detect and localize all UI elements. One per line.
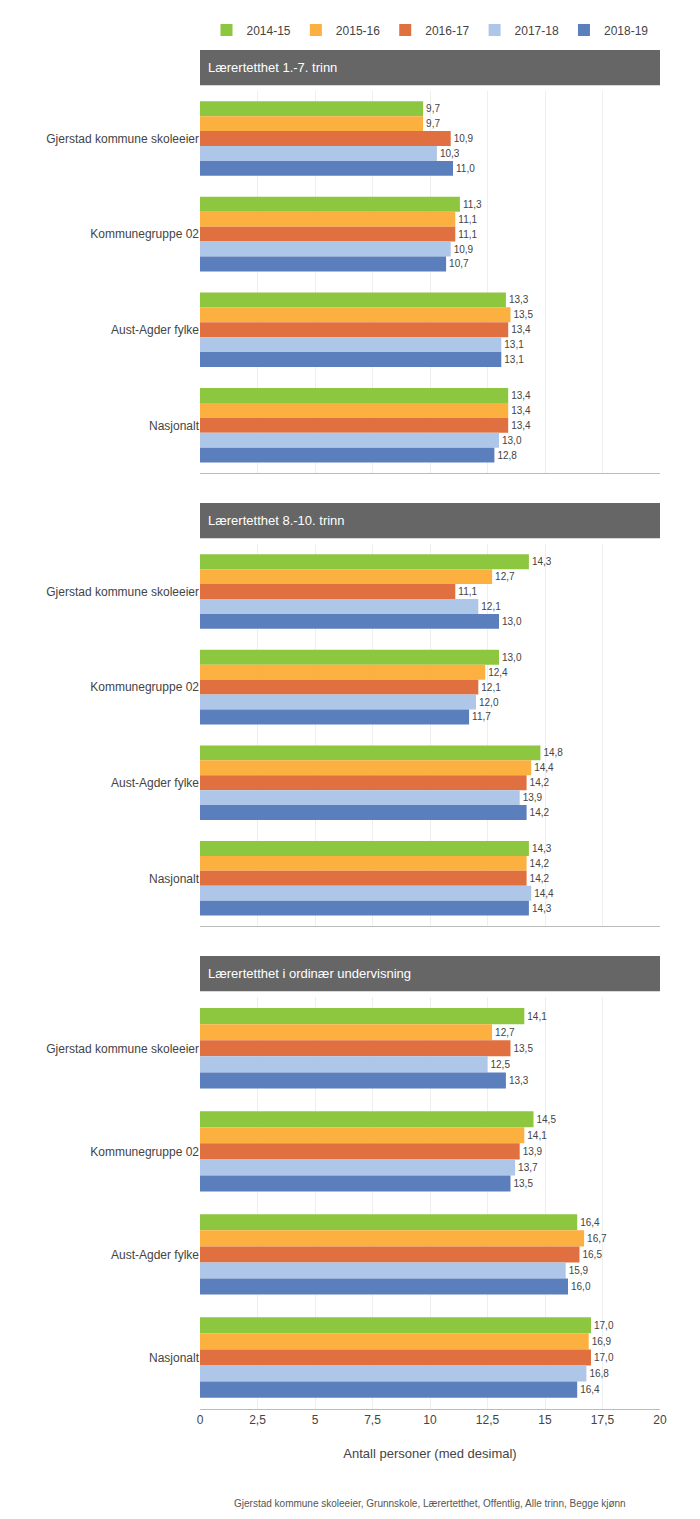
svg-text:11,1: 11,1 bbox=[458, 214, 477, 225]
svg-text:13,4: 13,4 bbox=[511, 420, 531, 431]
svg-text:Lærertetthet 1.-7. trinn: Lærertetthet 1.-7. trinn bbox=[208, 60, 337, 75]
svg-text:13,3: 13,3 bbox=[509, 294, 529, 305]
svg-text:Lærertetthet i ordinær undervi: Lærertetthet i ordinær undervisning bbox=[208, 966, 411, 981]
svg-text:Kommunegruppe 02: Kommunegruppe 02 bbox=[90, 1145, 199, 1159]
svg-text:2014-15: 2014-15 bbox=[247, 24, 291, 38]
svg-text:10: 10 bbox=[423, 1413, 437, 1427]
svg-text:9,7: 9,7 bbox=[426, 103, 440, 114]
svg-text:14,4: 14,4 bbox=[534, 888, 554, 899]
svg-text:14,2: 14,2 bbox=[530, 858, 550, 869]
svg-text:13,5: 13,5 bbox=[514, 1178, 534, 1189]
svg-text:13,3: 13,3 bbox=[509, 1075, 529, 1086]
svg-text:13,5: 13,5 bbox=[514, 1043, 534, 1054]
svg-text:Nasjonalt: Nasjonalt bbox=[149, 872, 200, 886]
svg-text:Aust-Agder fylke: Aust-Agder fylke bbox=[111, 323, 199, 337]
svg-text:10,9: 10,9 bbox=[454, 133, 474, 144]
svg-text:16,5: 16,5 bbox=[583, 1249, 603, 1260]
svg-text:5: 5 bbox=[312, 1413, 319, 1427]
svg-text:13,5: 13,5 bbox=[514, 309, 534, 320]
svg-text:17,0: 17,0 bbox=[594, 1352, 614, 1363]
svg-text:14,2: 14,2 bbox=[530, 777, 550, 788]
svg-text:Lærertetthet 8.-10. trinn: Lærertetthet 8.-10. trinn bbox=[208, 513, 345, 528]
svg-text:12,5: 12,5 bbox=[491, 1059, 511, 1070]
svg-text:13,0: 13,0 bbox=[502, 435, 522, 446]
svg-text:16,4: 16,4 bbox=[580, 1217, 600, 1228]
svg-text:Nasjonalt: Nasjonalt bbox=[149, 419, 200, 433]
svg-text:0: 0 bbox=[197, 1413, 204, 1427]
svg-text:14,5: 14,5 bbox=[537, 1114, 557, 1125]
svg-text:12,5: 12,5 bbox=[476, 1413, 500, 1427]
svg-text:7,5: 7,5 bbox=[364, 1413, 381, 1427]
svg-text:12,1: 12,1 bbox=[481, 682, 501, 693]
svg-text:Gjerstad kommune skoleeier, Gr: Gjerstad kommune skoleeier, Grunnskole, … bbox=[234, 1498, 626, 1509]
svg-text:11,1: 11,1 bbox=[458, 229, 477, 240]
svg-text:11,0: 11,0 bbox=[456, 163, 475, 174]
svg-text:20: 20 bbox=[653, 1413, 667, 1427]
svg-text:Kommunegruppe 02: Kommunegruppe 02 bbox=[90, 227, 199, 241]
svg-text:13,9: 13,9 bbox=[523, 792, 543, 803]
svg-text:13,1: 13,1 bbox=[504, 354, 524, 365]
svg-text:16,9: 16,9 bbox=[592, 1336, 612, 1347]
svg-text:12,1: 12,1 bbox=[481, 601, 501, 612]
svg-text:13,0: 13,0 bbox=[502, 652, 522, 663]
svg-text:13,4: 13,4 bbox=[511, 390, 531, 401]
svg-text:2,5: 2,5 bbox=[249, 1413, 266, 1427]
svg-text:Nasjonalt: Nasjonalt bbox=[149, 1351, 200, 1365]
svg-text:16,4: 16,4 bbox=[580, 1384, 600, 1395]
svg-text:13,9: 13,9 bbox=[523, 1146, 543, 1157]
svg-text:13,4: 13,4 bbox=[511, 324, 531, 335]
svg-text:Aust-Agder fylke: Aust-Agder fylke bbox=[111, 1248, 199, 1262]
svg-text:10,9: 10,9 bbox=[454, 244, 474, 255]
svg-text:11,1: 11,1 bbox=[458, 586, 477, 597]
svg-text:16,7: 16,7 bbox=[587, 1233, 607, 1244]
svg-text:2015-16: 2015-16 bbox=[336, 24, 380, 38]
svg-text:17,0: 17,0 bbox=[594, 1320, 614, 1331]
svg-text:12,7: 12,7 bbox=[495, 571, 515, 582]
svg-text:12,8: 12,8 bbox=[497, 450, 517, 461]
svg-text:13,4: 13,4 bbox=[511, 405, 531, 416]
svg-text:16,8: 16,8 bbox=[589, 1368, 609, 1379]
svg-text:14,1: 14,1 bbox=[527, 1130, 547, 1141]
svg-text:2017-18: 2017-18 bbox=[515, 24, 559, 38]
svg-text:14,3: 14,3 bbox=[532, 843, 552, 854]
svg-text:2018-19: 2018-19 bbox=[604, 24, 648, 38]
svg-text:Gjerstad kommune skoleeier: Gjerstad kommune skoleeier bbox=[46, 132, 199, 146]
svg-text:14,3: 14,3 bbox=[532, 903, 552, 914]
svg-text:14,3: 14,3 bbox=[532, 556, 552, 567]
svg-text:14,2: 14,2 bbox=[530, 873, 550, 884]
svg-text:Gjerstad kommune skoleeier: Gjerstad kommune skoleeier bbox=[46, 585, 199, 599]
svg-text:10,7: 10,7 bbox=[449, 258, 469, 269]
svg-text:10,3: 10,3 bbox=[440, 148, 460, 159]
svg-text:14,1: 14,1 bbox=[527, 1011, 547, 1022]
svg-text:14,2: 14,2 bbox=[530, 807, 550, 818]
svg-text:13,0: 13,0 bbox=[502, 616, 522, 627]
svg-text:14,4: 14,4 bbox=[534, 762, 554, 773]
svg-text:Gjerstad kommune skoleeier: Gjerstad kommune skoleeier bbox=[46, 1042, 199, 1056]
svg-text:13,7: 13,7 bbox=[518, 1162, 538, 1173]
svg-text:Aust-Agder fylke: Aust-Agder fylke bbox=[111, 776, 199, 790]
svg-text:Antall personer (med desimal): Antall personer (med desimal) bbox=[343, 1446, 516, 1461]
svg-text:13,1: 13,1 bbox=[504, 339, 524, 350]
svg-text:9,7: 9,7 bbox=[426, 118, 440, 129]
svg-text:11,3: 11,3 bbox=[463, 199, 482, 210]
svg-text:12,0: 12,0 bbox=[479, 697, 499, 708]
svg-text:17,5: 17,5 bbox=[591, 1413, 615, 1427]
svg-text:12,7: 12,7 bbox=[495, 1027, 515, 1038]
svg-text:11,7: 11,7 bbox=[472, 711, 491, 722]
svg-text:Kommunegruppe 02: Kommunegruppe 02 bbox=[90, 680, 199, 694]
svg-text:16,0: 16,0 bbox=[571, 1281, 591, 1292]
svg-text:15,9: 15,9 bbox=[569, 1265, 589, 1276]
svg-text:15: 15 bbox=[538, 1413, 552, 1427]
svg-text:12,4: 12,4 bbox=[488, 667, 508, 678]
svg-text:2016-17: 2016-17 bbox=[425, 24, 469, 38]
svg-text:14,8: 14,8 bbox=[543, 747, 563, 758]
